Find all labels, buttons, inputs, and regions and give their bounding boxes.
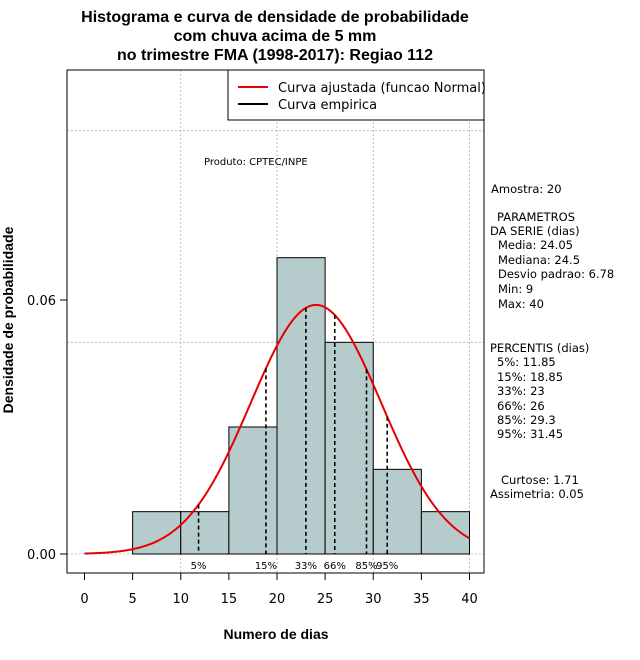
y-axis-title: Densidade de probabilidade	[0, 226, 16, 413]
percentile-lines-group: 5% 15% 33% 66% 85%95%	[191, 307, 398, 572]
stats-panel: Amostra: 20 PARAMETROS DA SERIE (dias) M…	[490, 182, 614, 501]
histogram-bar-6	[372, 468, 422, 555]
stat-p15: 15%: 18.85	[497, 370, 563, 384]
x-tick-label-30: 30	[365, 592, 382, 607]
legend-label-empirical: Curva empirica	[278, 98, 377, 113]
histogram-bar-5	[324, 341, 374, 555]
y-tick-label-0: 0.00	[27, 548, 56, 563]
percentile-label-95: 95%	[376, 561, 398, 572]
stat-skewness: Assimetria: 0.05	[490, 487, 584, 501]
percentile-label-5: 5%	[191, 561, 207, 572]
legend-label-normal: Curva ajustada (funcao Normal)	[278, 81, 486, 96]
x-tick-label-5: 5	[128, 592, 136, 607]
x-tick-label-40: 40	[461, 592, 478, 607]
chart-title-line-3: no trimestre FMA (1998-2017): Regiao 112	[117, 47, 433, 64]
x-tick-label-15: 15	[221, 592, 238, 607]
percentile-label-85: 85%	[355, 561, 377, 572]
percentile-label-66: 66%	[324, 561, 346, 572]
histogram-bar-2	[180, 511, 230, 555]
chart-title-line-1: Histograma e curva de densidade de proba…	[81, 9, 469, 26]
x-tick-label-0: 0	[80, 592, 88, 607]
product-note: Produto: CPTEC/INPE	[204, 157, 308, 168]
percentile-label-33: 33%	[295, 561, 317, 572]
stat-p5: 5%: 11.85	[497, 355, 556, 369]
x-tick-label-35: 35	[413, 592, 430, 607]
legend: Curva ajustada (funcao Normal) Curva emp…	[227, 69, 486, 121]
y-tick-label-1: 0.06	[27, 294, 56, 309]
stat-sample: Amostra: 20	[491, 182, 562, 196]
axes: 0 5 10 15 20 25 30 35 40 0.00 0.06	[27, 294, 478, 607]
stat-p85: 85%: 29.3	[497, 413, 556, 427]
x-tick-label-10: 10	[172, 592, 189, 607]
stat-params-header-2: DA SERIE (dias)	[490, 224, 580, 238]
stat-max: Max: 40	[498, 297, 544, 311]
chart-title-line-2: com chuva acima de 5 mm	[174, 28, 377, 45]
normal-curve-group	[84, 303, 471, 555]
stat-median: Mediana: 24.5	[498, 253, 580, 267]
histogram-bar-3	[228, 426, 278, 555]
stat-p33: 33%: 23	[497, 384, 545, 398]
stat-kurtosis: Curtose: 1.71	[501, 473, 579, 487]
histogram-bar-4	[276, 257, 326, 555]
histogram-bars	[132, 257, 470, 555]
stat-p66: 66%: 26	[497, 399, 545, 413]
stat-params-header-1: PARAMETROS	[497, 210, 575, 224]
x-axis-title: Numero de dias	[223, 626, 328, 642]
normal-curve	[84, 303, 471, 555]
legend-box	[227, 69, 485, 121]
stat-p95: 95%: 31.45	[497, 427, 563, 441]
x-tick-label-20: 20	[269, 592, 286, 607]
percentile-label-15: 15%	[255, 561, 277, 572]
stat-sd: Desvio padrao: 6.78	[498, 267, 614, 281]
x-tick-label-25: 25	[317, 592, 334, 607]
stat-min: Min: 9	[498, 282, 533, 296]
stat-mean: Media: 24.05	[498, 238, 573, 252]
stat-percentis-header: PERCENTIS (dias)	[490, 341, 589, 355]
